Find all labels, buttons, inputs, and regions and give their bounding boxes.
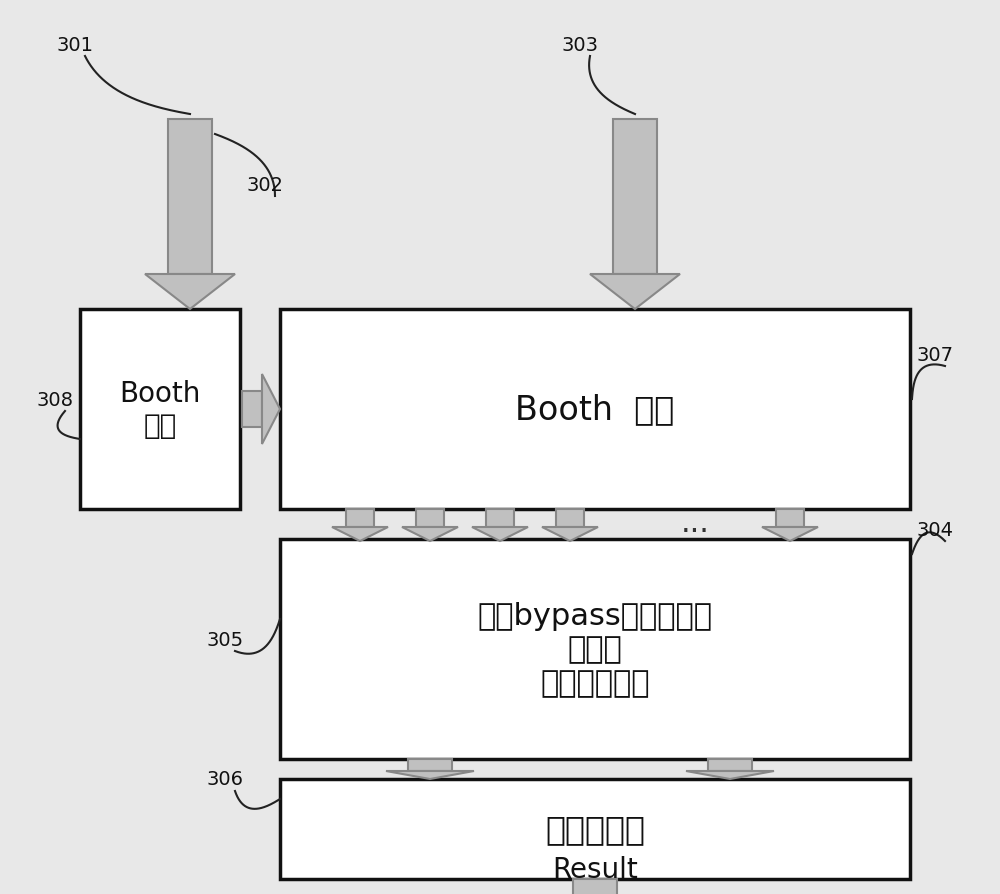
Polygon shape — [416, 510, 444, 527]
Polygon shape — [762, 527, 818, 542]
Text: Booth
编码: Booth 编码 — [119, 379, 201, 440]
Polygon shape — [408, 759, 452, 772]
Text: 301: 301 — [57, 36, 94, 55]
Polygon shape — [346, 510, 374, 527]
Text: 305: 305 — [206, 629, 244, 649]
Bar — [280, 309, 910, 510]
Polygon shape — [332, 527, 388, 542]
Polygon shape — [486, 510, 514, 527]
Polygon shape — [262, 375, 280, 444]
Polygon shape — [556, 510, 584, 527]
Polygon shape — [686, 772, 774, 780]
Polygon shape — [708, 759, 752, 772]
Text: 308: 308 — [37, 390, 74, 409]
Polygon shape — [386, 772, 474, 780]
Text: 302: 302 — [247, 175, 284, 194]
Text: Booth  译码: Booth 译码 — [515, 393, 675, 426]
Text: 304: 304 — [916, 520, 954, 539]
Polygon shape — [776, 510, 804, 527]
Text: 307: 307 — [916, 345, 954, 364]
Polygon shape — [472, 527, 528, 542]
Text: Result: Result — [552, 855, 638, 883]
Polygon shape — [242, 392, 262, 427]
Bar — [80, 309, 240, 510]
Bar — [280, 780, 910, 879]
Polygon shape — [573, 879, 617, 894]
Text: ...: ... — [681, 509, 709, 538]
Text: 基于bypass全加器和半
加器的
部分积压缩树: 基于bypass全加器和半 加器的 部分积压缩树 — [478, 602, 712, 697]
Text: 306: 306 — [207, 770, 244, 789]
Polygon shape — [145, 274, 235, 309]
Polygon shape — [613, 120, 657, 274]
Polygon shape — [590, 274, 680, 309]
Polygon shape — [168, 120, 212, 274]
Bar — [280, 539, 910, 759]
Text: 快速加法器: 快速加法器 — [545, 813, 645, 846]
Polygon shape — [542, 527, 598, 542]
Text: 303: 303 — [562, 36, 598, 55]
Polygon shape — [402, 527, 458, 542]
